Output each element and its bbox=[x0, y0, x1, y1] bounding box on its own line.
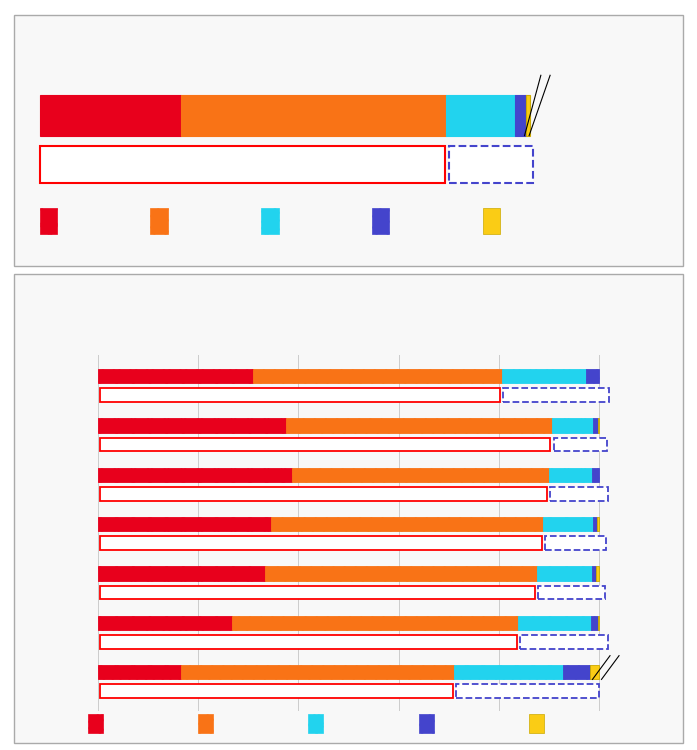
Bar bbox=[40, 209, 57, 233]
Bar bbox=[598, 419, 599, 433]
Bar bbox=[544, 518, 593, 531]
Bar bbox=[593, 419, 598, 433]
Bar bbox=[253, 369, 502, 383]
FancyBboxPatch shape bbox=[450, 146, 533, 183]
FancyBboxPatch shape bbox=[538, 586, 606, 599]
Bar bbox=[529, 714, 544, 733]
Bar bbox=[590, 665, 599, 680]
Bar bbox=[519, 616, 592, 630]
Bar bbox=[482, 209, 500, 233]
FancyBboxPatch shape bbox=[545, 536, 606, 550]
Bar bbox=[261, 209, 279, 233]
Bar bbox=[372, 209, 390, 233]
Bar bbox=[98, 518, 271, 531]
Bar bbox=[553, 419, 593, 433]
Bar bbox=[419, 714, 434, 733]
Bar bbox=[40, 95, 181, 136]
Bar bbox=[549, 468, 592, 482]
FancyBboxPatch shape bbox=[520, 635, 608, 649]
FancyBboxPatch shape bbox=[100, 635, 517, 649]
Bar bbox=[98, 566, 266, 580]
Bar bbox=[592, 566, 597, 580]
Bar bbox=[181, 665, 454, 680]
Bar bbox=[454, 665, 563, 680]
FancyBboxPatch shape bbox=[100, 586, 535, 599]
Bar bbox=[198, 714, 213, 733]
Bar bbox=[181, 95, 447, 136]
FancyBboxPatch shape bbox=[100, 438, 551, 452]
Bar bbox=[98, 369, 253, 383]
Bar bbox=[593, 518, 597, 531]
FancyBboxPatch shape bbox=[100, 536, 542, 550]
Bar bbox=[592, 616, 599, 630]
Bar bbox=[271, 518, 544, 531]
Bar bbox=[98, 616, 232, 630]
FancyBboxPatch shape bbox=[40, 146, 445, 183]
Bar bbox=[98, 665, 181, 680]
Bar bbox=[309, 714, 323, 733]
FancyBboxPatch shape bbox=[100, 487, 547, 501]
Bar bbox=[586, 369, 599, 383]
Bar bbox=[151, 209, 168, 233]
Bar bbox=[88, 714, 103, 733]
Bar bbox=[286, 419, 553, 433]
Bar bbox=[98, 468, 292, 482]
Bar bbox=[537, 566, 592, 580]
Bar bbox=[515, 95, 526, 136]
Bar bbox=[592, 468, 599, 482]
Bar bbox=[447, 95, 515, 136]
Bar bbox=[526, 95, 530, 136]
FancyBboxPatch shape bbox=[100, 685, 453, 698]
Bar bbox=[502, 369, 586, 383]
Bar bbox=[292, 468, 549, 482]
FancyBboxPatch shape bbox=[456, 685, 599, 698]
Bar bbox=[597, 518, 599, 531]
Bar bbox=[597, 566, 599, 580]
FancyBboxPatch shape bbox=[503, 388, 608, 402]
Bar bbox=[266, 566, 537, 580]
FancyBboxPatch shape bbox=[551, 487, 608, 501]
Bar bbox=[232, 616, 519, 630]
FancyBboxPatch shape bbox=[100, 388, 500, 402]
Bar bbox=[563, 665, 590, 680]
Bar bbox=[98, 419, 286, 433]
FancyBboxPatch shape bbox=[554, 438, 607, 452]
